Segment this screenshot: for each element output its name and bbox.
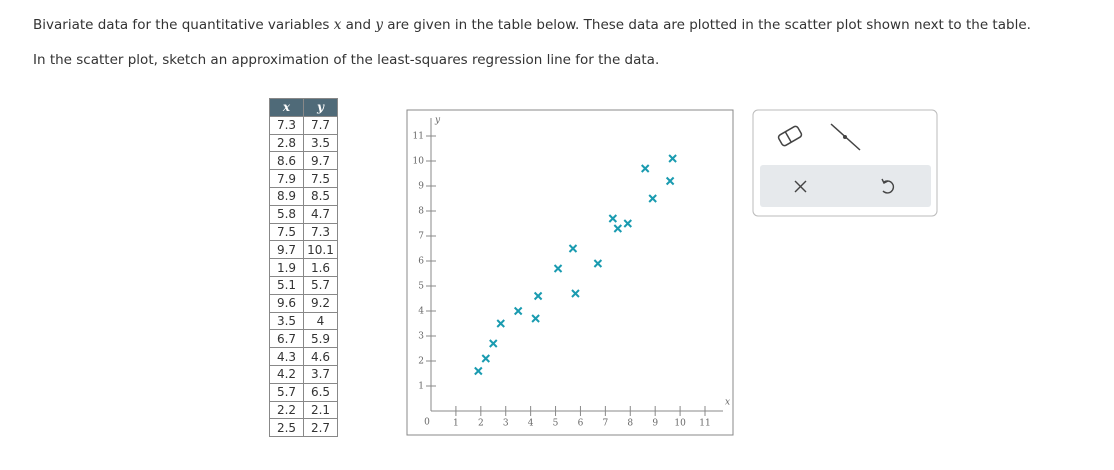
table-row: 9.6 9.2 (269, 293, 338, 313)
y-tick-label: 6 (418, 257, 424, 267)
x-tick-label: 2 (478, 419, 484, 429)
data-point (608, 214, 618, 223)
intro-text: and (341, 17, 376, 33)
y-tick-label: 10 (413, 157, 425, 167)
data-table: x y 7.3 7.7 2.8 3.5 8.6 9.7 7.9 7.5 8.9 8.5 5.8 4.7 7.… (269, 98, 338, 438)
y-tick-label: 8 (418, 207, 424, 217)
table-cell: 2.8 (269, 133, 304, 153)
data-point (496, 319, 505, 328)
table-row: 1.9 1.6 (269, 258, 338, 277)
eraser-icon (777, 125, 803, 147)
table-row: 2.5 2.7 (269, 418, 338, 438)
undo-button[interactable] (881, 178, 895, 194)
intro-text: are given in the table below. These data… (382, 17, 1031, 33)
y-tick-label: 7 (418, 232, 424, 242)
data-point (489, 339, 498, 348)
table-row: 4.2 3.7 (269, 364, 338, 384)
origin-label: 0 (424, 418, 430, 428)
table-cell: 5.7 (269, 382, 304, 402)
table-row: 5.1 5.7 (269, 275, 338, 295)
intro-text: Bivariate data for the quantitative vari… (33, 17, 334, 33)
y-tick-label: 9 (418, 182, 424, 192)
x-tick-label: 4 (528, 419, 534, 429)
plot-frame (406, 109, 734, 436)
data-point (513, 306, 523, 316)
undo-icon (881, 178, 889, 184)
y-tick-label: 5 (418, 282, 424, 292)
x-tick-label: 7 (602, 419, 608, 429)
instruction: In the scatter plot, sketch an approxima… (33, 52, 660, 68)
table-cell: 4.7 (303, 204, 338, 224)
x-tick-label: 10 (674, 419, 686, 429)
data-point (665, 176, 675, 186)
x-tick-label: 8 (627, 419, 633, 429)
table-row: 7.9 7.5 (269, 169, 338, 188)
table-cell: 5.7 (303, 275, 338, 295)
table-cell: 4.6 (303, 347, 338, 366)
column-header: y (303, 98, 338, 117)
y-tick-label: 11 (413, 132, 424, 142)
intro-text: y (375, 17, 383, 33)
data-point (623, 219, 632, 228)
table-row: 6.7 5.9 (269, 329, 338, 349)
y-tick-label: 3 (418, 332, 424, 342)
line-tool[interactable] (830, 123, 861, 151)
table-row: 8.6 9.7 (269, 151, 338, 171)
y-tick-label: 1 (418, 382, 424, 392)
line-icon (843, 135, 847, 139)
table-row: 7.5 7.3 (269, 222, 338, 242)
intro: Bivariate data for the quantitative vari… (33, 17, 1031, 33)
data-point (668, 154, 677, 163)
table-cell: 3.7 (303, 364, 338, 384)
table-row: 4.3 4.6 (269, 347, 338, 366)
data-point (613, 224, 623, 233)
intro-text: x (333, 17, 342, 33)
x-tick-label: 3 (503, 419, 509, 429)
table-cell: 7.5 (269, 222, 304, 242)
data-point (593, 259, 603, 268)
y-tick-label: 2 (418, 357, 424, 367)
x-tick-label: 1 (453, 419, 459, 429)
table-row: 5.8 4.7 (269, 204, 338, 224)
y-axis-label: y (434, 116, 441, 126)
clear-button[interactable] (794, 180, 807, 193)
data-point (571, 289, 580, 298)
data-point (531, 314, 540, 323)
table-cell: 2.2 (269, 400, 304, 420)
table-row: 2.8 3.5 (269, 133, 338, 153)
data-point (648, 194, 657, 203)
y-tick-label: 4 (418, 307, 424, 317)
table-cell: 6.7 (269, 329, 304, 349)
data-point (474, 366, 483, 376)
table-cell: 9.6 (269, 293, 304, 313)
data-point (533, 291, 543, 301)
table-cell: 9.2 (303, 293, 338, 313)
x-axis-label: x (725, 398, 730, 408)
data-point (641, 164, 650, 173)
eraser-icon (784, 131, 792, 143)
x-tick-label: 9 (652, 419, 658, 429)
data-point (568, 244, 578, 253)
eraser-tool[interactable] (777, 125, 803, 147)
data-point (553, 264, 563, 273)
data-point (481, 354, 491, 363)
table-cell: 2.7 (303, 418, 338, 438)
table-cell: 7.3 (303, 222, 338, 242)
action-bar (760, 165, 931, 207)
x-tick-label: 5 (553, 419, 559, 429)
clear-icon (794, 180, 807, 193)
x-tick-label: 6 (578, 419, 584, 429)
x-tick-label: 11 (699, 419, 710, 429)
table-cell: 3.5 (269, 311, 304, 331)
table-cell: 7.5 (303, 169, 338, 188)
table-row: 3.5 4 (269, 311, 338, 331)
table-cell: 9.7 (303, 151, 338, 171)
table-cell: 5.9 (303, 329, 338, 349)
